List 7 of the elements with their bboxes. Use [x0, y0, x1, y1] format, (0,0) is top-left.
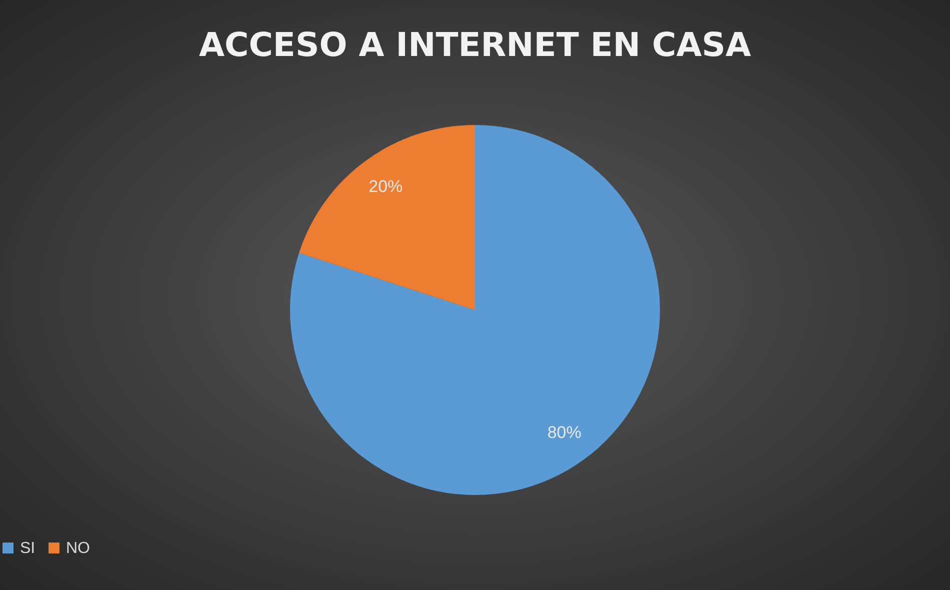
data-label: 20% [368, 177, 403, 196]
pie-slice [299, 125, 475, 310]
pie-slice [290, 125, 660, 495]
data-label: 80% [547, 422, 582, 442]
legend-label: SI [20, 540, 36, 557]
chart-title: ACCESO A INTERNET EN CASA [198, 25, 752, 64]
legend-label: NO [66, 540, 90, 557]
